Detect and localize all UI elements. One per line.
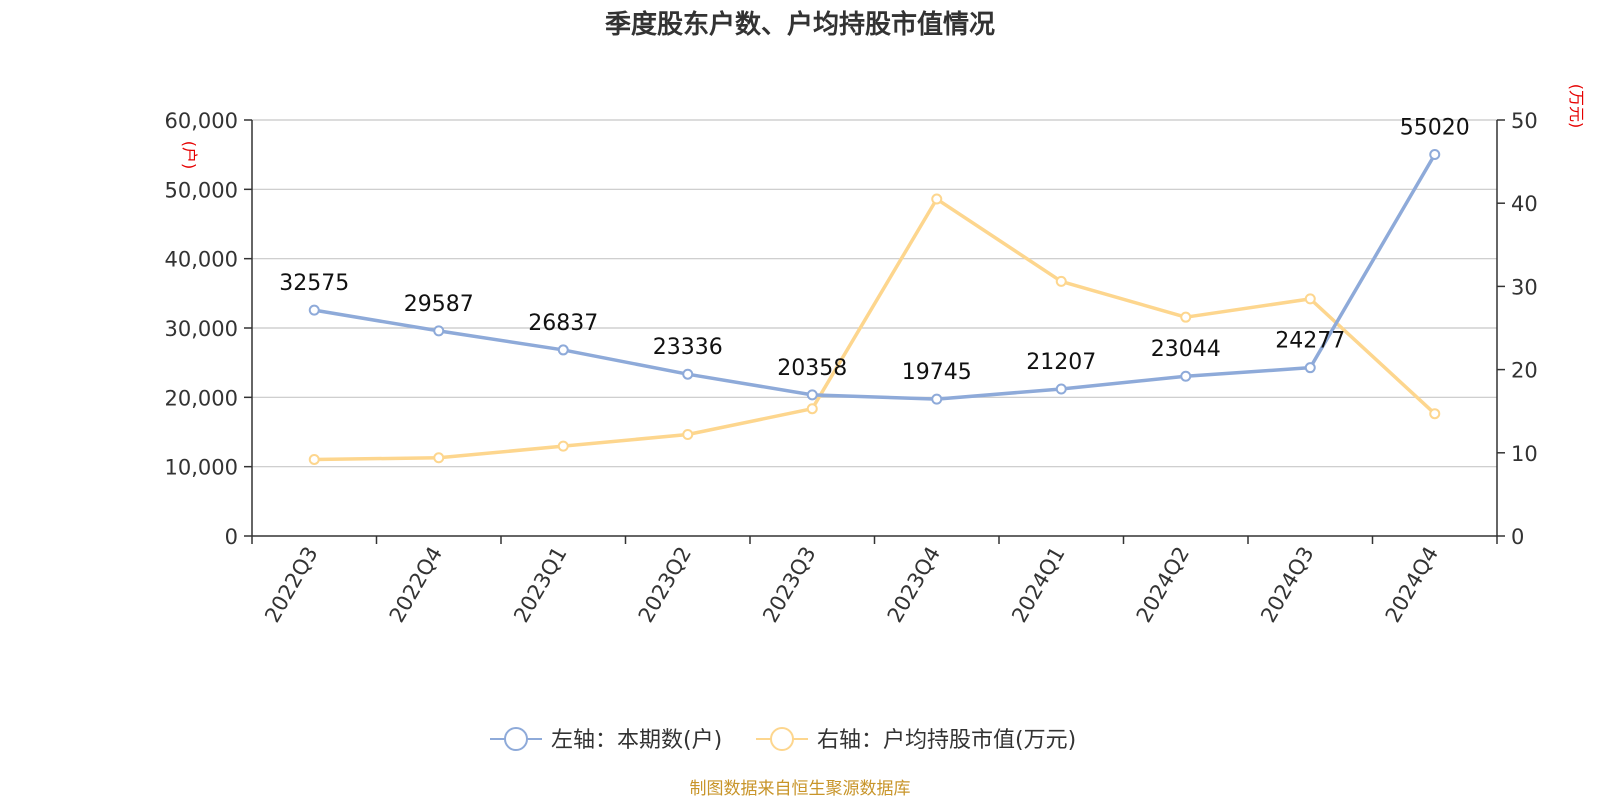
- data-label: 21207: [1026, 350, 1096, 375]
- left-tick-label: 20,000: [165, 386, 238, 410]
- legend-item-right-series[interactable]: 右轴：户均持股市值(万元): [756, 727, 1076, 753]
- legend: 左轴：本期数(户) 右轴：户均持股市值(万元): [490, 727, 1076, 753]
- x-tick-label: 2024Q3: [1256, 543, 1318, 627]
- series-line-right: [314, 197, 1436, 462]
- data-point-left[interactable]: [931, 393, 943, 405]
- data-point-left[interactable]: [806, 389, 818, 401]
- legend-item-left-series[interactable]: 左轴：本期数(户): [490, 727, 722, 753]
- left-tick-label: 60,000: [165, 109, 238, 133]
- data-point-right[interactable]: [308, 453, 320, 465]
- data-point-left[interactable]: [1180, 370, 1192, 382]
- left-tick-label: 50,000: [165, 178, 238, 202]
- x-tick-label: 2023Q3: [758, 543, 820, 627]
- legend-marker-left: [504, 727, 528, 751]
- data-point-left[interactable]: [308, 304, 320, 316]
- x-tick-label: 2022Q3: [260, 543, 322, 627]
- data-point-left[interactable]: [682, 368, 694, 380]
- x-tick-label: 2023Q1: [509, 543, 571, 627]
- data-point-right[interactable]: [557, 440, 569, 452]
- x-tick-label: 2023Q4: [883, 543, 945, 627]
- left-tick-label: 30,000: [165, 317, 238, 341]
- data-point-right[interactable]: [1180, 311, 1192, 323]
- grid-lines: [252, 119, 1497, 468]
- data-point-left[interactable]: [433, 325, 445, 337]
- data-labels: 32575 29587 26837 23336 20358 19745 21207 23044…: [279, 116, 1470, 386]
- data-label: 29587: [404, 292, 474, 317]
- x-tick-label: 2023Q2: [634, 543, 696, 627]
- data-point-right[interactable]: [433, 452, 445, 464]
- x-tick-label: 2022Q4: [385, 543, 447, 627]
- data-point-left[interactable]: [1055, 383, 1067, 395]
- left-tick-label: 0: [225, 525, 238, 549]
- x-tick-label: 2024Q2: [1132, 543, 1194, 627]
- data-point-right[interactable]: [1429, 408, 1441, 420]
- legend-marker-right: [770, 727, 794, 751]
- right-tick-label: 10: [1511, 442, 1538, 466]
- x-tick-label: 2024Q4: [1381, 543, 1443, 627]
- data-label: 19745: [902, 360, 972, 385]
- data-label: 32575: [279, 271, 349, 296]
- source-note: 制图数据来自恒生聚源数据库: [690, 779, 911, 799]
- right-tick-label: 50: [1511, 109, 1538, 133]
- series-line-left: [313, 153, 1437, 401]
- data-label: 24277: [1275, 329, 1345, 354]
- data-label: 23336: [653, 335, 723, 360]
- legend-label-left: 左轴：本期数(户): [551, 728, 722, 753]
- data-point-right[interactable]: [931, 193, 943, 205]
- legend-label-right: 右轴：户均持股市值(万元): [817, 728, 1076, 753]
- left-tick-label: 40,000: [165, 248, 238, 272]
- right-axis-unit: (万元): [1567, 84, 1586, 129]
- series: [308, 149, 1441, 465]
- right-tick-label: 20: [1511, 359, 1538, 383]
- data-label: 23044: [1151, 337, 1221, 362]
- data-point-left[interactable]: [557, 344, 569, 356]
- axes: 0 10,000 20,000 30,000 40,000 50,000 60,000 0 10…: [165, 109, 1538, 627]
- data-point-right[interactable]: [1304, 293, 1316, 305]
- chart-title: 季度股东户数、户均持股市值情况: [605, 9, 995, 40]
- data-point-left[interactable]: [1429, 149, 1441, 161]
- data-label: 26837: [528, 311, 598, 336]
- right-tick-label: 40: [1511, 192, 1538, 216]
- data-point-right[interactable]: [1055, 275, 1067, 287]
- data-label: 55020: [1400, 116, 1470, 141]
- data-point-right[interactable]: [682, 428, 694, 440]
- left-tick-label: 10,000: [165, 456, 238, 480]
- right-tick-label: 0: [1511, 525, 1524, 549]
- x-tick-label: 2024Q1: [1007, 543, 1069, 627]
- data-point-left[interactable]: [1304, 362, 1316, 374]
- left-axis-unit: (户): [180, 141, 199, 170]
- data-point-right[interactable]: [806, 403, 818, 415]
- data-label: 20358: [777, 356, 847, 381]
- right-tick-label: 30: [1511, 275, 1538, 299]
